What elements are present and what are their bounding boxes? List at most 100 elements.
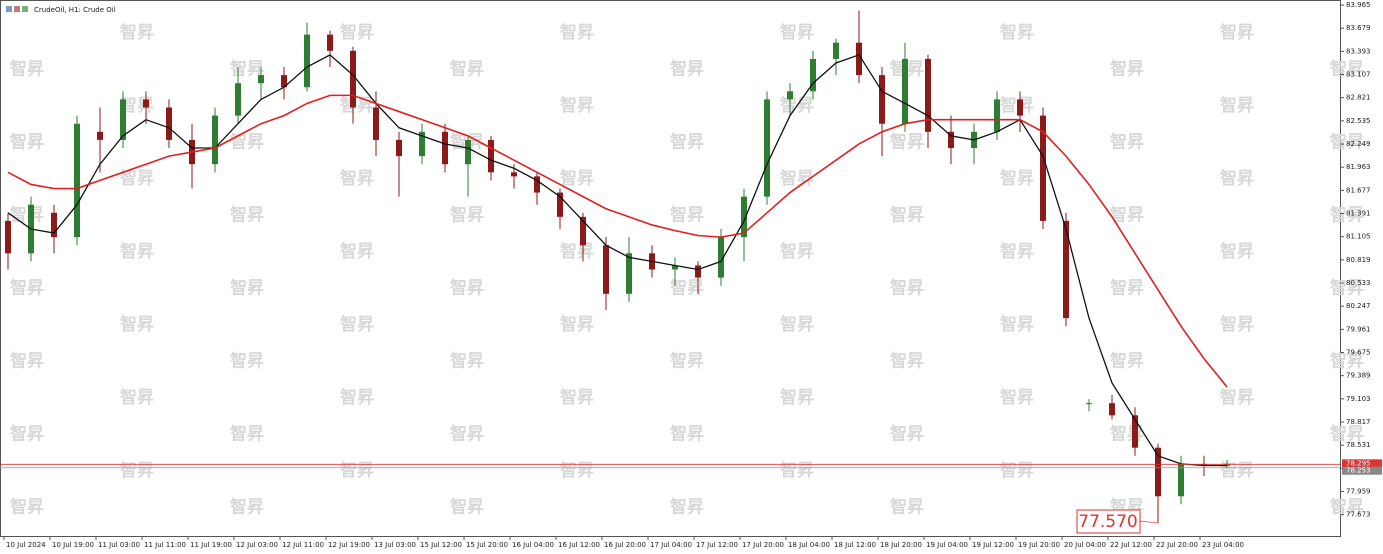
watermark: 智昇 [230, 351, 264, 372]
watermark: 智昇 [1220, 22, 1254, 43]
candle-body [1040, 115, 1046, 221]
watermark: 智昇 [1330, 59, 1364, 80]
watermark: 智昇 [780, 22, 814, 43]
watermark: 智昇 [1330, 278, 1364, 299]
watermark: 智昇 [1000, 460, 1034, 481]
candle-body [327, 34, 333, 51]
watermark: 智昇 [780, 241, 814, 262]
candle-body [488, 139, 494, 173]
x-tick-label: 10 Jul 19:00 [52, 541, 94, 549]
y-tick-label: 80.247 [1346, 302, 1371, 310]
watermark: 智昇 [890, 424, 924, 445]
candle-body [419, 131, 425, 157]
candle-body [1017, 99, 1023, 116]
watermark: 智昇 [340, 387, 374, 408]
watermark: 智昇 [560, 241, 594, 262]
watermark: 智昇 [670, 278, 704, 299]
watermark: 智昇 [230, 205, 264, 226]
x-tick-label: 22 Jul 20:00 [1156, 541, 1198, 549]
candle-body [1086, 403, 1092, 405]
candle-body [902, 58, 908, 124]
watermark: 智昇 [1220, 460, 1254, 481]
y-tick-label: 78.531 [1346, 441, 1371, 449]
candle-body [603, 245, 609, 294]
candle-body [580, 216, 586, 246]
candle-body [672, 265, 678, 270]
price-tag [1342, 459, 1382, 468]
watermark: 智昇 [450, 205, 484, 226]
x-tick-label: 15 Jul 12:00 [420, 541, 462, 549]
watermark: 智昇 [780, 387, 814, 408]
watermark: 智昇 [450, 59, 484, 80]
x-tick-label: 19 Jul 12:00 [972, 541, 1014, 549]
candle-body [1224, 463, 1230, 466]
icon [6, 6, 12, 12]
watermark: 智昇 [120, 387, 154, 408]
watermark: 智昇 [1000, 22, 1034, 43]
watermark: 智昇 [10, 424, 44, 445]
ma-line [7, 94, 1228, 388]
watermark: 智昇 [450, 424, 484, 445]
candle-body [626, 253, 632, 294]
candle-body [534, 176, 540, 193]
watermark: 智昇 [120, 22, 154, 43]
x-tick-label: 17 Jul 20:00 [742, 541, 784, 549]
watermark: 智昇 [890, 278, 924, 299]
candle-body [373, 107, 379, 140]
candle-body [281, 75, 287, 88]
candle-body [511, 172, 517, 177]
watermark: 智昇 [230, 132, 264, 153]
watermark: 智昇 [10, 59, 44, 80]
candle-body [718, 237, 724, 278]
watermark: 智昇 [670, 497, 704, 518]
y-tick-label: 79.961 [1346, 325, 1371, 333]
candle-body [787, 91, 793, 100]
watermark: 智昇 [560, 314, 594, 335]
candle-body [1132, 415, 1138, 448]
watermark: 智昇 [10, 351, 44, 372]
watermark: 智昇 [1330, 424, 1364, 445]
candle-body [879, 75, 885, 124]
y-tick-label: 83.679 [1346, 24, 1371, 32]
watermark: 智昇 [560, 387, 594, 408]
x-tick-label: 11 Jul 19:00 [190, 541, 232, 549]
watermark: 智昇 [450, 351, 484, 372]
watermark: 智昇 [230, 424, 264, 445]
x-tick-label: 17 Jul 04:00 [650, 541, 692, 549]
watermark: 智昇 [340, 95, 374, 116]
watermark: 智昇 [340, 314, 374, 335]
candle-body [120, 99, 126, 140]
x-tick-label: 11 Jul 03:00 [98, 541, 140, 549]
x-tick-label: 22 Jul 12:00 [1110, 541, 1152, 549]
icon [22, 6, 28, 12]
y-tick-label: 79.103 [1346, 395, 1371, 403]
watermark: 智昇 [120, 460, 154, 481]
x-tick-label: 18 Jul 04:00 [788, 541, 830, 549]
x-tick-label: 16 Jul 12:00 [558, 541, 600, 549]
candle-body [764, 99, 770, 197]
candle-body [948, 131, 954, 149]
candle-body [465, 139, 471, 165]
x-tick-label: 16 Jul 20:00 [604, 541, 646, 549]
watermark: 智昇 [1220, 95, 1254, 116]
watermark: 智昇 [1220, 241, 1254, 262]
candle-body [350, 50, 356, 108]
candle-body [166, 107, 172, 140]
y-tick-label: 82.249 [1346, 140, 1371, 148]
candle-body [442, 131, 448, 165]
watermark: 智昇 [670, 132, 704, 153]
watermark: 智昇 [1110, 59, 1144, 80]
chart-title: CrudeOil, H1: Crude Oil [34, 6, 116, 14]
x-tick-label: 12 Jul 03:00 [236, 541, 278, 549]
watermark: 智昇 [1220, 314, 1254, 335]
watermark: 智昇 [560, 95, 594, 116]
candle-body [143, 99, 149, 108]
y-tick-label: 82.535 [1346, 117, 1371, 125]
watermark: 智昇 [1110, 278, 1144, 299]
watermark: 智昇 [670, 424, 704, 445]
watermark: 智昇 [450, 497, 484, 518]
y-tick-label: 83.107 [1346, 71, 1371, 79]
y-tick-label: 80.819 [1346, 256, 1371, 264]
candle-body [51, 212, 57, 238]
